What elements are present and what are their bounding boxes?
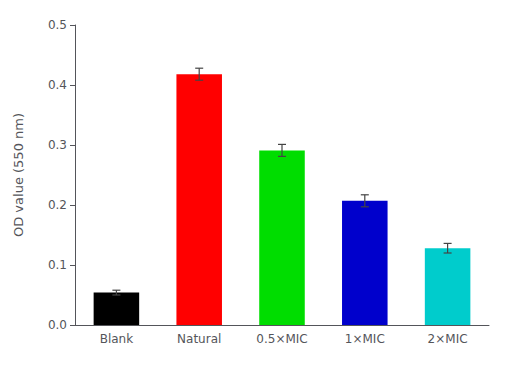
svg-text:2×MIC: 2×MIC: [428, 332, 468, 346]
svg-text:0.2: 0.2: [48, 198, 67, 212]
svg-text:Natural: Natural: [177, 332, 221, 346]
svg-text:OD value (550 nm): OD value (550 nm): [11, 113, 26, 237]
svg-text:0.0: 0.0: [48, 318, 67, 332]
svg-text:0.4: 0.4: [48, 78, 67, 92]
svg-text:1×MIC: 1×MIC: [345, 332, 385, 346]
svg-text:0.1: 0.1: [48, 258, 67, 272]
svg-text:0.5: 0.5: [48, 18, 67, 32]
svg-text:Blank: Blank: [100, 332, 134, 346]
svg-text:0.5×MIC: 0.5×MIC: [256, 332, 307, 346]
svg-text:0.3: 0.3: [48, 138, 67, 152]
